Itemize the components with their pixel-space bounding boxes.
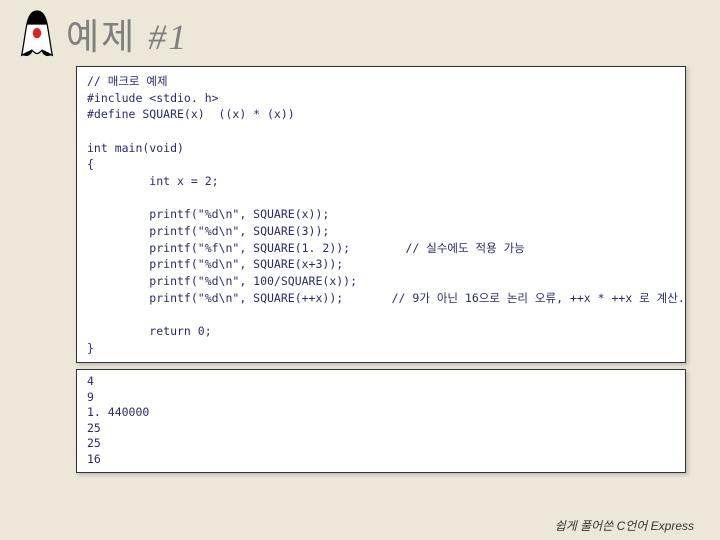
output-box: 4 9 1. 440000 25 25 16 [76, 369, 686, 472]
java-duke-icon [20, 9, 54, 59]
title-number: #1 [148, 17, 188, 57]
footer-text: 쉽게 풀어쓴 C언어 Express [555, 517, 694, 534]
code-box: // 매크로 예제 #include <stdio. h> #define SQ… [76, 66, 686, 363]
slide: 예제 #1 // 매크로 예제 #include <stdio. h> #def… [0, 0, 720, 540]
slide-title: 예제 #1 [66, 8, 188, 60]
title-word: 예제 [66, 16, 136, 57]
title-row: 예제 #1 [16, 8, 696, 60]
